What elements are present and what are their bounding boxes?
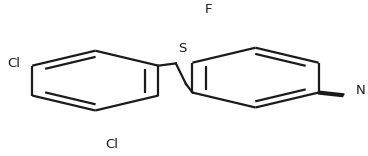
- Text: Cl: Cl: [8, 57, 21, 70]
- Text: F: F: [205, 3, 213, 16]
- Text: Cl: Cl: [105, 138, 118, 151]
- Text: S: S: [178, 42, 187, 56]
- Text: N: N: [355, 84, 365, 97]
